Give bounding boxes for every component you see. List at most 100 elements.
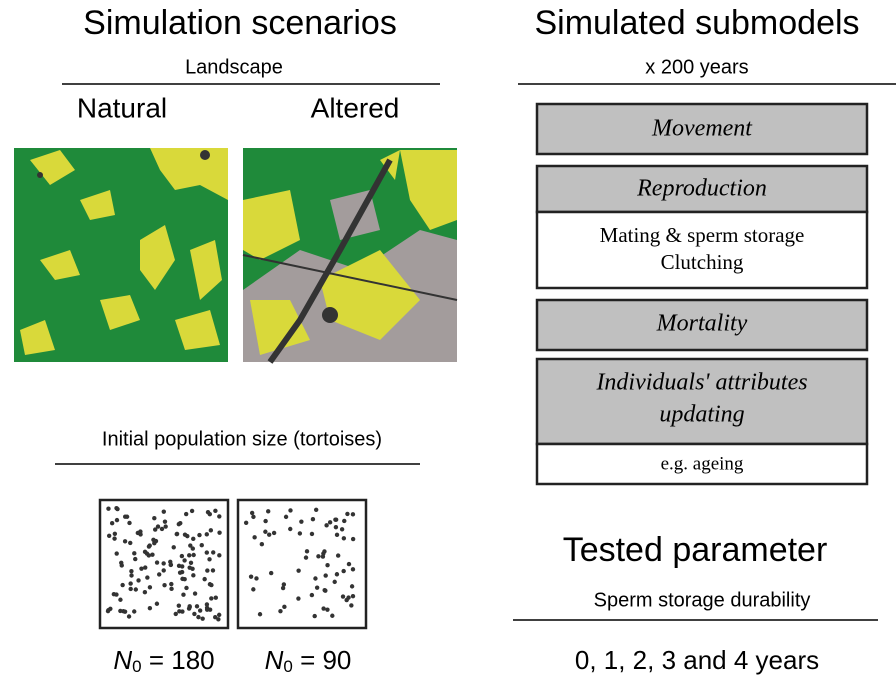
tortoise-dot bbox=[327, 520, 333, 525]
tortoise-dot bbox=[192, 611, 197, 617]
tortoise-dot bbox=[114, 551, 119, 556]
tortoise-dot bbox=[263, 518, 268, 524]
n-value: = 180 bbox=[142, 645, 215, 675]
tortoise-dot bbox=[147, 585, 153, 590]
landscape-name: Altered bbox=[311, 92, 400, 123]
tortoise-dot bbox=[128, 581, 133, 586]
population-n: N0 = 90 bbox=[265, 645, 352, 677]
tortoise-dot bbox=[303, 555, 309, 560]
tortoise-dot bbox=[146, 544, 152, 549]
tortoise-dot bbox=[350, 536, 356, 542]
tortoise-dot bbox=[251, 587, 256, 592]
tortoise-dot bbox=[118, 597, 123, 602]
tortoise-dot bbox=[209, 596, 214, 601]
tortoise-dot bbox=[309, 592, 315, 598]
tortoise-dot bbox=[216, 612, 222, 618]
tortoise-dot bbox=[346, 561, 352, 567]
tortoise-dot bbox=[147, 605, 153, 611]
tortoise-dot bbox=[192, 591, 198, 596]
tortoise-dot bbox=[187, 553, 192, 558]
tortoise-dot bbox=[161, 568, 166, 573]
tortoise-dot bbox=[200, 616, 205, 621]
n-value: = 90 bbox=[293, 645, 352, 675]
tortoise-dot bbox=[324, 523, 329, 528]
tortoise-dot bbox=[341, 568, 346, 574]
tortoise-dot bbox=[350, 593, 356, 599]
tortoise-dot bbox=[155, 524, 161, 529]
tortoise-dots bbox=[105, 505, 356, 622]
tortoise-dot bbox=[187, 604, 192, 610]
tortoise-dot bbox=[190, 546, 196, 551]
tortoise-dot bbox=[349, 603, 354, 608]
tortoise-dot bbox=[288, 526, 293, 532]
tortoise-dot bbox=[340, 594, 346, 599]
tortoise-dot bbox=[191, 552, 196, 558]
tortoise-dot bbox=[334, 532, 340, 538]
tortoise-dot bbox=[176, 603, 182, 608]
submodel-name: Individuals' attributes bbox=[595, 370, 807, 396]
tortoise-dot bbox=[217, 514, 222, 519]
submodel-box bbox=[535, 298, 869, 352]
tortoise-dot bbox=[323, 573, 328, 578]
submodel-name: updating bbox=[659, 402, 744, 428]
submodel-name: Mortality bbox=[656, 311, 748, 337]
tortoise-dot bbox=[281, 582, 287, 587]
tortoise-dot bbox=[216, 617, 221, 622]
tortoise-dot bbox=[180, 564, 185, 569]
tortoise-dot bbox=[106, 533, 112, 539]
tortoise-dot bbox=[259, 541, 265, 547]
tortoise-dot bbox=[109, 521, 115, 526]
tortoise-dot bbox=[124, 514, 130, 519]
tortoise-dot bbox=[254, 576, 259, 581]
tortoise-dot bbox=[199, 543, 204, 548]
tortoise-dot bbox=[283, 514, 289, 520]
tortoise-dot bbox=[210, 568, 216, 573]
submodel-name: Reproduction bbox=[636, 176, 767, 202]
tortoise-dot bbox=[205, 568, 210, 573]
tortoise-dot bbox=[115, 506, 120, 512]
n-subscript: 0 bbox=[132, 657, 141, 676]
tortoise-dot bbox=[309, 531, 315, 537]
tortoise-dot bbox=[114, 517, 120, 523]
tortoise-dot bbox=[152, 541, 157, 546]
tortoise-dot bbox=[313, 507, 319, 512]
tortoise-dot bbox=[163, 524, 168, 529]
tortoise-dot bbox=[197, 608, 203, 613]
n-symbol: N bbox=[113, 645, 132, 675]
tortoise-dot bbox=[350, 512, 356, 517]
tortoise-dot bbox=[332, 579, 337, 585]
tortoise-dot bbox=[207, 557, 212, 562]
submodel-details-box bbox=[535, 210, 869, 290]
tortoise-dot bbox=[112, 536, 117, 541]
right-subtitle: x 200 years bbox=[645, 56, 748, 78]
tortoise-dot bbox=[263, 529, 268, 534]
tortoise-dot bbox=[177, 609, 182, 614]
tortoise-dot bbox=[153, 527, 158, 532]
tortoise-dot bbox=[217, 553, 222, 558]
tortoise-dot bbox=[213, 615, 218, 620]
tortoise-dot bbox=[114, 592, 119, 597]
tortoise-dot bbox=[251, 514, 256, 520]
submodel-name: Movement bbox=[651, 116, 753, 142]
tortoise-dot bbox=[257, 612, 263, 617]
tortoise-dot bbox=[161, 561, 166, 566]
tortoise-dot bbox=[339, 527, 345, 532]
tortoise-dot bbox=[299, 519, 304, 524]
tested-values: 0, 1, 2, 3 and 4 years bbox=[575, 645, 819, 675]
tortoise-dot bbox=[181, 592, 186, 597]
tortoise-dot bbox=[252, 535, 257, 540]
tortoise-dot bbox=[278, 608, 283, 614]
tortoise-dot bbox=[154, 601, 160, 606]
tortoise-dot bbox=[249, 510, 255, 516]
tortoise-dot bbox=[191, 573, 196, 578]
tortoise-dot bbox=[282, 604, 287, 610]
tortoise-dot bbox=[204, 607, 210, 612]
tortoise-dot bbox=[333, 517, 339, 522]
tortoise-dot bbox=[313, 576, 318, 581]
tortoise-dot bbox=[213, 595, 218, 600]
tortoise-dot bbox=[179, 569, 185, 575]
tortoise-dot bbox=[133, 556, 138, 562]
tortoise-dot bbox=[208, 528, 214, 533]
tortoise-dot bbox=[194, 604, 200, 609]
tortoise-dot bbox=[122, 539, 128, 544]
